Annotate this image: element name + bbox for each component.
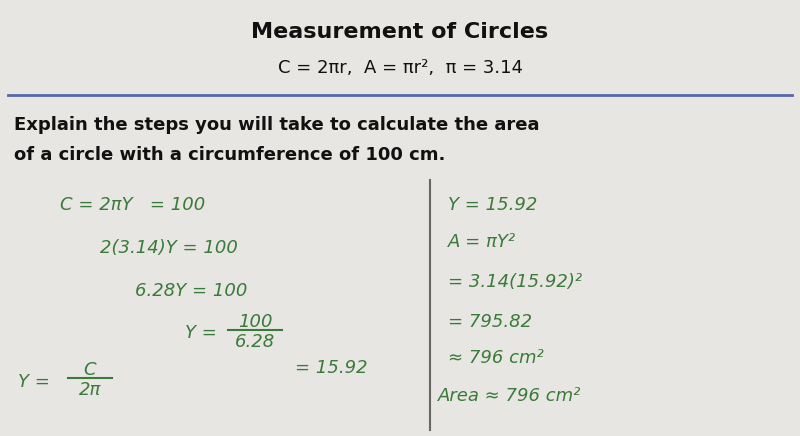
Text: 100: 100	[238, 313, 272, 331]
Text: A = πY²: A = πY²	[448, 233, 516, 251]
Text: 2π: 2π	[79, 381, 101, 399]
Text: = 795.82: = 795.82	[448, 313, 532, 331]
Text: Area ≈ 796 cm²: Area ≈ 796 cm²	[438, 387, 582, 405]
Text: C = 2πr,  A = πr²,  π = 3.14: C = 2πr, A = πr², π = 3.14	[278, 59, 522, 77]
Text: of a circle with a circumference of 100 cm.: of a circle with a circumference of 100 …	[14, 146, 446, 164]
Text: 6.28Y = 100: 6.28Y = 100	[135, 282, 247, 300]
Text: Measurement of Circles: Measurement of Circles	[251, 22, 549, 42]
Text: Y =: Y =	[185, 324, 217, 342]
Text: Y =: Y =	[18, 373, 50, 391]
Text: = 3.14(15.92)²: = 3.14(15.92)²	[448, 273, 582, 291]
Text: = 15.92: = 15.92	[295, 359, 368, 377]
Text: Y = 15.92: Y = 15.92	[448, 196, 538, 214]
Text: 2(3.14)Y = 100: 2(3.14)Y = 100	[100, 239, 238, 257]
Text: ≈ 796 cm²: ≈ 796 cm²	[448, 349, 544, 367]
Text: Explain the steps you will take to calculate the area: Explain the steps you will take to calcu…	[14, 116, 539, 134]
Text: 6.28: 6.28	[235, 333, 275, 351]
Text: C: C	[84, 361, 96, 379]
Text: C = 2πY   = 100: C = 2πY = 100	[60, 196, 206, 214]
